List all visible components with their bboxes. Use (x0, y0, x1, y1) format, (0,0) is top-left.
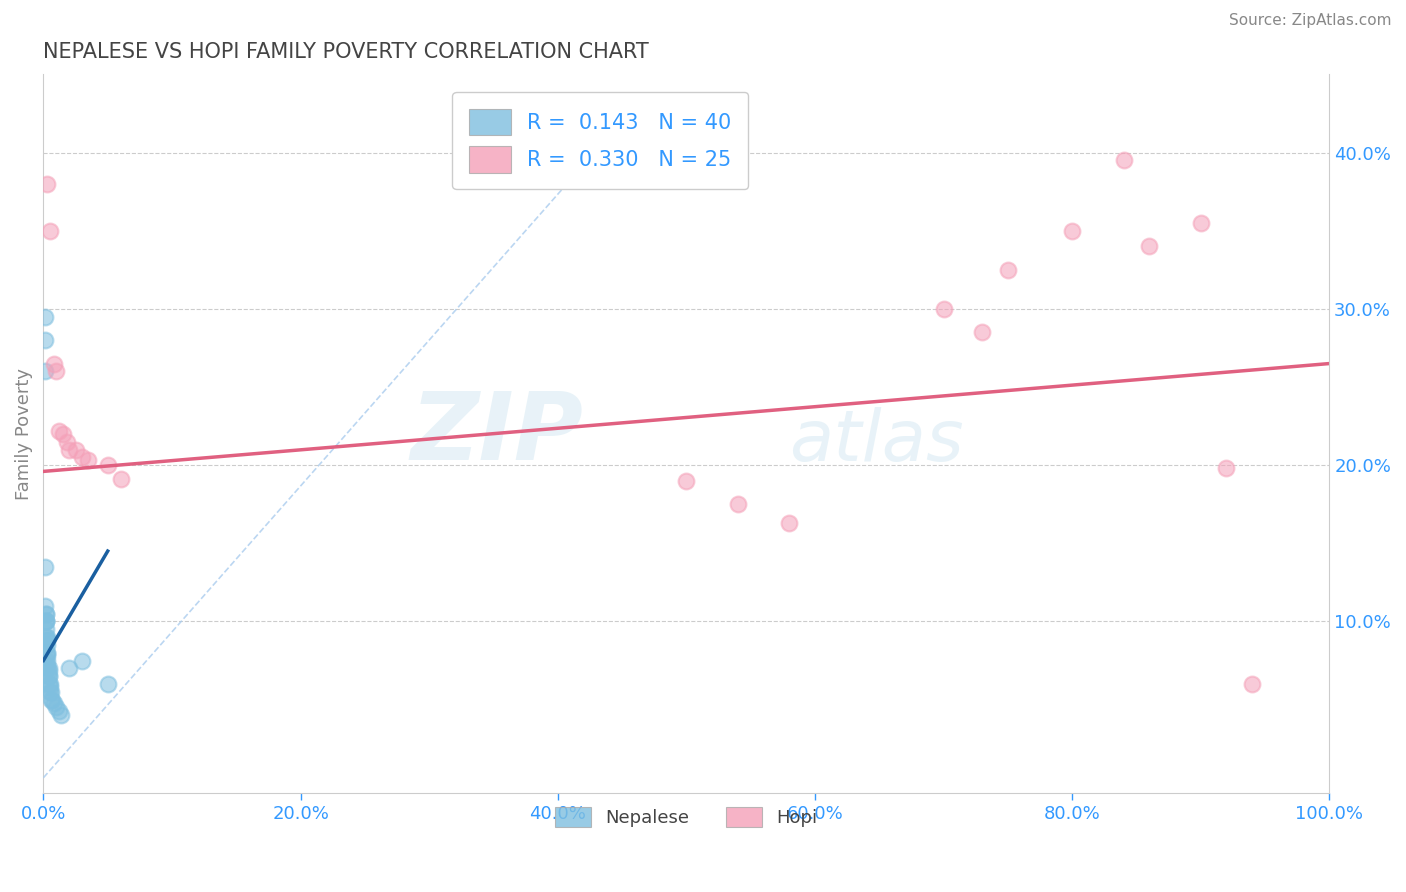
Point (37, 646, 59, 660)
Point (110, 472, 132, 486)
Point (39, 692, 62, 706)
Point (65, 442, 87, 457)
Legend: Nepalese, Hopi: Nepalese, Hopi (548, 799, 825, 835)
Point (38, 677, 60, 691)
Point (35, 630, 58, 644)
Point (1062, 224, 1084, 238)
Point (1241, 677, 1264, 691)
Point (55, 434, 77, 449)
Point (41, 692, 63, 706)
Point (675, 474, 697, 488)
Point (37, 638, 59, 652)
Point (35, 615, 58, 629)
Y-axis label: Family Poverty: Family Poverty (15, 368, 32, 500)
Point (932, 301, 955, 316)
Point (42, 696, 65, 710)
Point (1112, 153, 1135, 168)
Point (38, 677, 60, 691)
Point (39, 685, 62, 699)
Point (45, 364, 67, 378)
Point (97, 458, 120, 472)
Point (58, 442, 80, 457)
Point (34, 599, 56, 613)
Point (38, 224, 60, 238)
Point (1137, 239, 1160, 253)
Point (45, 700, 67, 714)
Point (727, 497, 749, 511)
Point (778, 516, 800, 530)
Point (48, 704, 70, 718)
Point (970, 326, 993, 340)
Point (34, 559, 56, 574)
Point (37, 633, 59, 648)
Point (35, 615, 58, 629)
Point (997, 262, 1019, 277)
Point (37, 646, 59, 660)
Point (38, 685, 60, 699)
Point (35, 622, 58, 636)
Point (35, 607, 58, 621)
Point (38, 665, 60, 679)
Point (38, 669, 60, 683)
Text: Source: ZipAtlas.com: Source: ZipAtlas.com (1229, 13, 1392, 29)
Point (52, 426, 75, 441)
Text: atlas: atlas (789, 407, 965, 475)
Text: NEPALESE VS HOPI FAMILY POVERTY CORRELATION CHART: NEPALESE VS HOPI FAMILY POVERTY CORRELAT… (44, 42, 650, 62)
Point (34, 310, 56, 324)
Point (37, 633, 59, 648)
Point (34, 364, 56, 378)
Point (35, 607, 58, 621)
Point (70, 653, 93, 667)
Point (77, 453, 100, 467)
Point (38, 661, 60, 675)
Point (58, 661, 80, 675)
Point (51, 708, 73, 723)
Point (38, 680, 60, 694)
Text: ZIP: ZIP (411, 388, 583, 480)
Point (37, 177, 59, 191)
Point (1215, 461, 1237, 475)
Point (42, 357, 65, 371)
Point (37, 630, 59, 644)
Point (37, 653, 59, 667)
Point (48, 424, 70, 438)
Point (34, 333, 56, 347)
Point (97, 677, 120, 691)
Point (37, 661, 59, 675)
Point (37, 658, 59, 673)
Point (37, 648, 59, 663)
Point (35, 615, 58, 629)
Point (70, 450, 93, 465)
Point (38, 669, 60, 683)
Point (1189, 216, 1212, 230)
